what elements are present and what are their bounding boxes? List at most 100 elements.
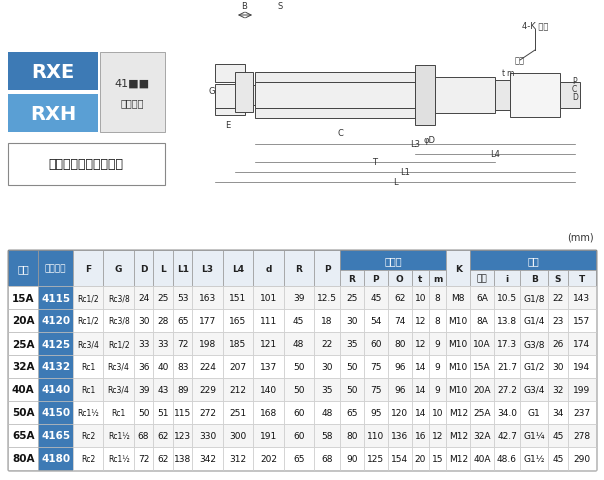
- Bar: [193, 355, 223, 378]
- Bar: [8, 251, 596, 470]
- Bar: [8, 309, 39, 332]
- Text: 290: 290: [573, 454, 591, 463]
- Text: 41■■: 41■■: [114, 79, 150, 89]
- FancyBboxPatch shape: [100, 53, 165, 133]
- Text: 80: 80: [346, 431, 358, 440]
- Bar: [470, 332, 494, 355]
- Text: 42.7: 42.7: [497, 431, 517, 440]
- Bar: [411, 332, 429, 355]
- Bar: [253, 332, 283, 355]
- Text: 25A: 25A: [12, 339, 34, 349]
- Text: 40A: 40A: [12, 384, 34, 395]
- Bar: [8, 424, 39, 447]
- Text: P: P: [572, 76, 577, 85]
- Text: 45: 45: [552, 431, 564, 440]
- Bar: [39, 355, 73, 378]
- Bar: [314, 378, 340, 401]
- Text: 198: 198: [199, 339, 216, 348]
- Bar: [429, 309, 446, 332]
- Text: 45: 45: [370, 293, 382, 302]
- Bar: [435, 78, 495, 114]
- Text: G3/4: G3/4: [524, 385, 545, 394]
- Text: R: R: [295, 264, 302, 273]
- Bar: [364, 424, 388, 447]
- Text: 157: 157: [573, 316, 591, 325]
- Bar: [223, 251, 253, 287]
- Text: L1: L1: [176, 264, 188, 273]
- Bar: [253, 378, 283, 401]
- Text: 62: 62: [394, 293, 405, 302]
- Text: 15: 15: [432, 454, 443, 463]
- Text: 内管: 内管: [527, 255, 539, 265]
- Text: 12: 12: [432, 431, 443, 440]
- Text: 300: 300: [230, 431, 246, 440]
- Text: 48: 48: [321, 408, 333, 417]
- Text: 28: 28: [158, 316, 169, 325]
- Text: Rc3/8: Rc3/8: [108, 316, 129, 325]
- Bar: [446, 447, 470, 470]
- Text: B: B: [241, 2, 247, 11]
- Text: RXH: RXH: [30, 104, 76, 123]
- Text: Rc2: Rc2: [81, 454, 95, 463]
- Bar: [134, 378, 153, 401]
- Text: 8: 8: [435, 293, 440, 302]
- Text: 27.2: 27.2: [497, 385, 517, 394]
- Bar: [568, 401, 596, 424]
- Bar: [173, 251, 193, 287]
- Text: 96: 96: [394, 362, 405, 371]
- Text: 21.7: 21.7: [497, 362, 517, 371]
- Bar: [223, 332, 253, 355]
- Bar: [215, 109, 245, 116]
- Bar: [495, 81, 510, 111]
- Bar: [134, 355, 153, 378]
- Bar: [548, 378, 568, 401]
- Text: P: P: [324, 264, 330, 273]
- Text: 4115: 4115: [41, 293, 70, 303]
- Text: 12.5: 12.5: [317, 293, 337, 302]
- Text: L: L: [393, 178, 397, 187]
- Bar: [411, 378, 429, 401]
- Text: 185: 185: [230, 339, 246, 348]
- Bar: [8, 251, 596, 470]
- Text: 199: 199: [573, 385, 591, 394]
- Text: M10: M10: [449, 316, 468, 325]
- Text: Rc2: Rc2: [81, 431, 95, 440]
- Text: 32A: 32A: [12, 362, 34, 372]
- Text: G1/2: G1/2: [524, 362, 545, 371]
- Text: L: L: [160, 264, 166, 273]
- Text: 163: 163: [199, 293, 216, 302]
- Bar: [283, 401, 314, 424]
- Bar: [134, 251, 153, 287]
- Bar: [215, 85, 245, 109]
- Text: 50: 50: [346, 385, 358, 394]
- Bar: [411, 401, 429, 424]
- Text: 40: 40: [158, 362, 169, 371]
- Text: Rc3/4: Rc3/4: [108, 362, 130, 371]
- Text: 62: 62: [158, 454, 169, 463]
- Bar: [134, 447, 153, 470]
- Text: 90: 90: [346, 454, 358, 463]
- Bar: [283, 424, 314, 447]
- Text: 62: 62: [158, 431, 169, 440]
- Bar: [134, 401, 153, 424]
- Text: 43: 43: [158, 385, 169, 394]
- Text: 74: 74: [394, 316, 405, 325]
- Text: 6A: 6A: [476, 293, 488, 302]
- Bar: [446, 251, 470, 287]
- Bar: [39, 287, 73, 309]
- Text: 65A: 65A: [12, 431, 34, 441]
- Bar: [314, 251, 340, 287]
- Bar: [103, 401, 134, 424]
- Bar: [388, 378, 411, 401]
- Bar: [193, 287, 223, 309]
- Text: 22: 22: [321, 339, 333, 348]
- Bar: [73, 447, 103, 470]
- Text: 45: 45: [552, 454, 564, 463]
- Text: 尺寸: 尺寸: [18, 264, 29, 274]
- Bar: [494, 287, 520, 309]
- Bar: [39, 447, 73, 470]
- Bar: [193, 447, 223, 470]
- Bar: [8, 447, 39, 470]
- Bar: [173, 447, 193, 470]
- Text: RXE: RXE: [31, 62, 75, 81]
